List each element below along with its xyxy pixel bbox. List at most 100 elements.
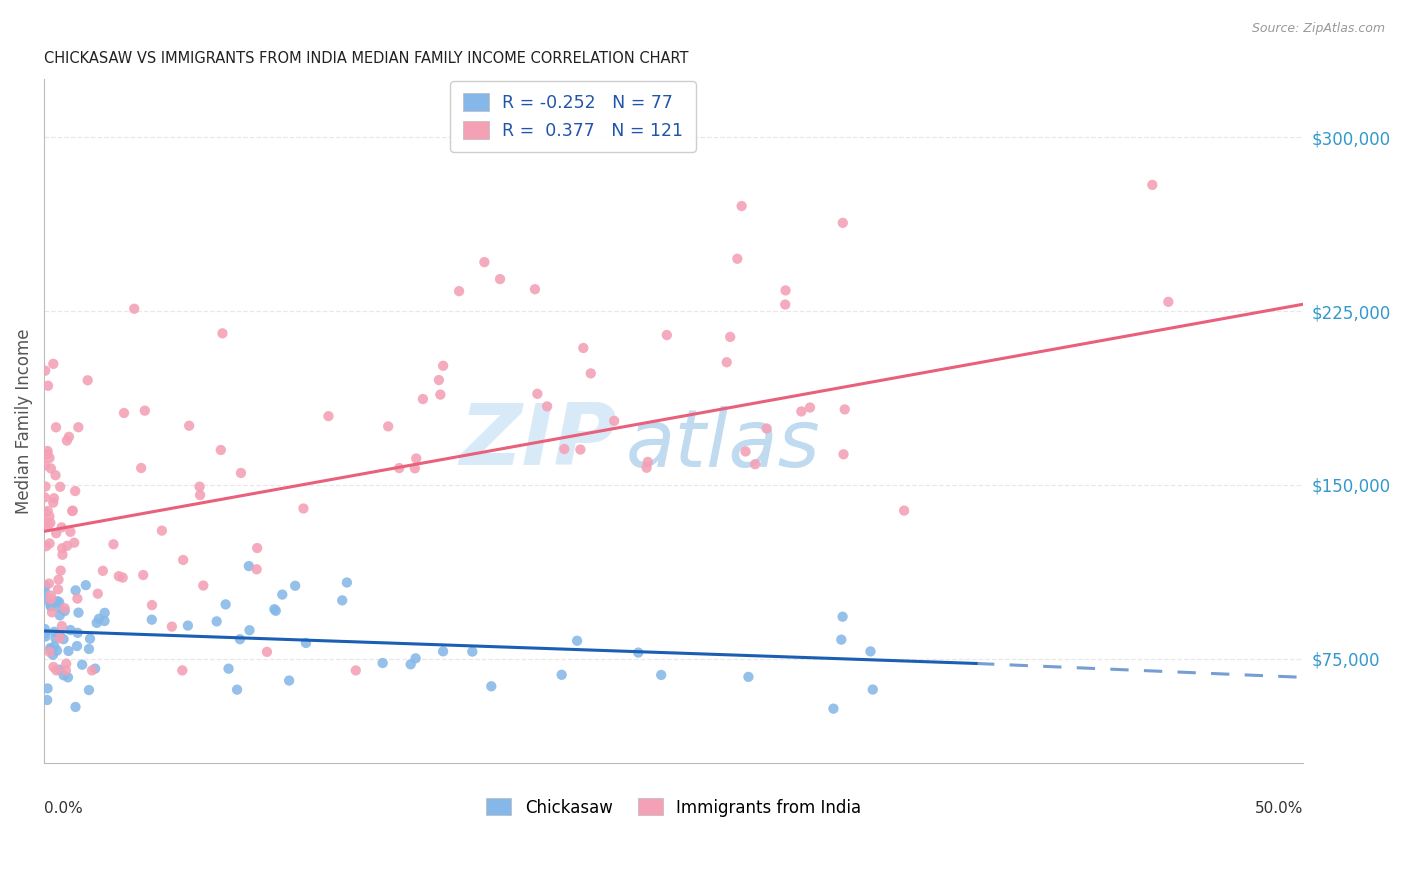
Point	[39, 640, 62, 655]
Point	[432, 644, 454, 658]
Point	[84, 662, 107, 676]
Point	[38, 509, 60, 524]
Point	[773, 297, 796, 311]
Point	[862, 682, 884, 697]
Text: 0.0%: 0.0%	[44, 801, 83, 816]
Point	[34, 592, 56, 607]
Point	[427, 373, 450, 387]
Point	[87, 612, 110, 626]
Point	[755, 421, 778, 435]
Point	[371, 656, 394, 670]
Point	[41, 605, 63, 619]
Point	[66, 591, 89, 606]
Point	[62, 503, 84, 517]
Point	[238, 623, 260, 637]
Point	[37, 504, 59, 518]
Point	[65, 583, 87, 598]
Point	[46, 643, 69, 657]
Point	[134, 403, 156, 417]
Point	[388, 461, 411, 475]
Point	[93, 606, 115, 620]
Point	[718, 330, 741, 344]
Y-axis label: Median Family Income: Median Family Income	[15, 328, 32, 514]
Point	[44, 468, 66, 483]
Point	[49, 608, 72, 623]
Point	[38, 536, 60, 550]
Point	[49, 663, 72, 677]
Point	[550, 667, 572, 681]
Point	[45, 526, 67, 541]
Point	[42, 357, 65, 371]
Point	[67, 606, 90, 620]
Point	[569, 442, 592, 457]
Point	[52, 632, 75, 647]
Point	[87, 587, 110, 601]
Point	[650, 668, 672, 682]
Point	[399, 657, 422, 672]
Point	[77, 642, 100, 657]
Point	[205, 615, 228, 629]
Point	[238, 559, 260, 574]
Point	[48, 628, 70, 642]
Point	[46, 594, 69, 608]
Point	[256, 645, 278, 659]
Point	[76, 373, 98, 387]
Point	[44, 624, 66, 639]
Point	[229, 466, 252, 480]
Point	[172, 664, 194, 678]
Point	[278, 673, 301, 688]
Point	[45, 664, 67, 678]
Point	[830, 632, 852, 647]
Point	[34, 579, 56, 593]
Point	[271, 588, 294, 602]
Point	[132, 568, 155, 582]
Point	[51, 548, 73, 562]
Point	[655, 328, 678, 343]
Point	[775, 284, 797, 298]
Point	[49, 480, 72, 494]
Point	[246, 562, 269, 576]
Point	[744, 457, 766, 471]
Point	[53, 601, 76, 615]
Point	[264, 604, 287, 618]
Point	[1157, 294, 1180, 309]
Point	[637, 455, 659, 469]
Point	[37, 444, 59, 458]
Point	[603, 414, 626, 428]
Point	[79, 632, 101, 646]
Point	[831, 609, 853, 624]
Point	[39, 592, 62, 607]
Point	[32, 505, 55, 519]
Point	[172, 553, 194, 567]
Point	[405, 451, 427, 466]
Point	[141, 598, 163, 612]
Point	[553, 442, 575, 456]
Point	[1142, 178, 1164, 192]
Point	[58, 644, 80, 658]
Point	[103, 537, 125, 551]
Point	[63, 484, 86, 499]
Point	[412, 392, 434, 406]
Point	[179, 418, 201, 433]
Point	[59, 623, 82, 637]
Point	[627, 646, 650, 660]
Point	[46, 582, 69, 597]
Point	[60, 504, 83, 518]
Point	[39, 589, 62, 603]
Point	[111, 570, 134, 584]
Point	[330, 593, 353, 607]
Point	[479, 679, 502, 693]
Point	[211, 326, 233, 341]
Legend: Chickasaw, Immigrants from India: Chickasaw, Immigrants from India	[479, 792, 868, 823]
Point	[150, 524, 173, 538]
Point	[214, 598, 236, 612]
Point	[55, 664, 77, 678]
Point	[716, 355, 738, 369]
Point	[859, 644, 882, 658]
Point	[799, 401, 821, 415]
Point	[70, 657, 93, 672]
Point	[34, 583, 56, 598]
Point	[37, 447, 59, 461]
Point	[461, 644, 484, 658]
Point	[832, 447, 855, 461]
